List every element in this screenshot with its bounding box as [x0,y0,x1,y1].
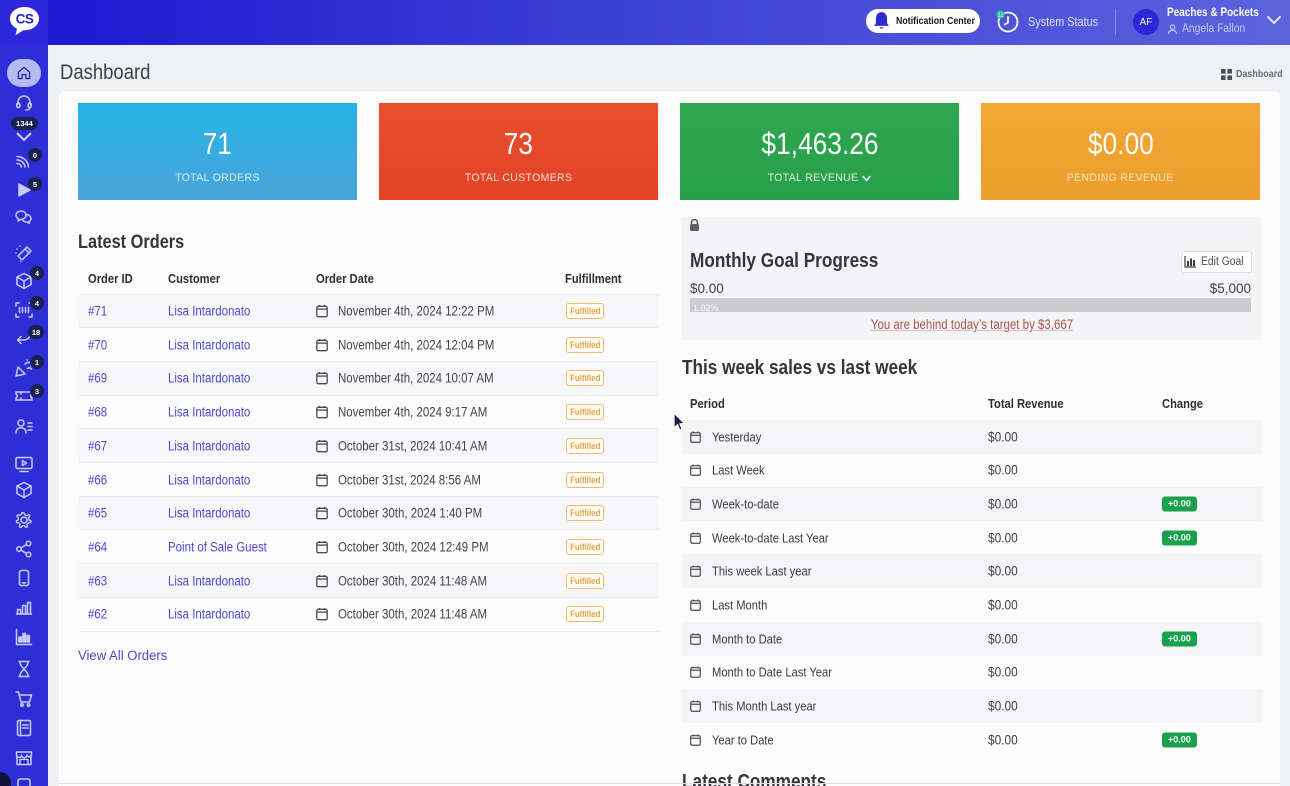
svg-text:CS: CS [16,12,34,27]
svg-text:11: 11 [997,13,1004,19]
